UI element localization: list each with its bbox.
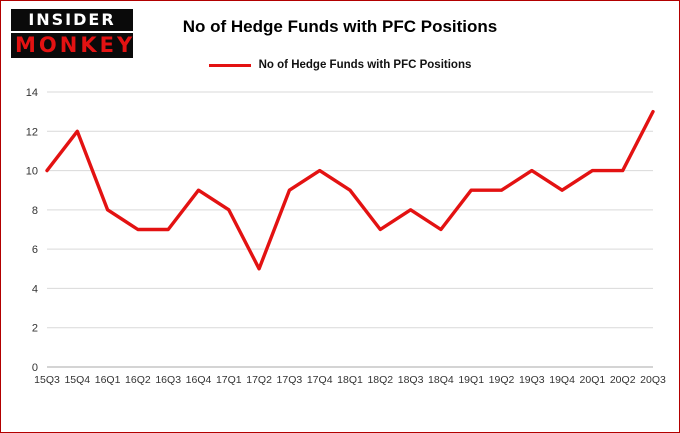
insider-monkey-logo: INSIDER MONKEY	[11, 9, 133, 58]
legend: No of Hedge Funds with PFC Positions	[1, 59, 679, 71]
x-tick-label: 19Q2	[489, 374, 515, 386]
line-chart: 0 2 4 6 8 10 12 14 15Q3 15Q4 16Q1 16Q2 16Q3 16Q4 17Q1 1…	[26, 87, 666, 386]
y-tick-label: 10	[26, 166, 38, 178]
x-tick-label: 16Q3	[155, 374, 181, 386]
x-tick-label: 18Q3	[398, 374, 424, 386]
logo-text-insider: INSIDER	[11, 9, 133, 31]
x-tick-label: 19Q3	[519, 374, 545, 386]
legend-line-swatch	[208, 63, 251, 67]
logo-text-monkey: MONKEY	[11, 33, 133, 58]
x-tick-label: 19Q1	[458, 374, 484, 386]
x-tick-label: 15Q3	[34, 374, 60, 386]
x-tick-label: 17Q3	[277, 374, 303, 386]
series-line	[45, 109, 655, 271]
x-tick-label: 20Q1	[580, 374, 606, 386]
x-tick-label: 16Q1	[95, 374, 121, 386]
y-tick-label: 0	[32, 362, 38, 374]
x-tick-label: 19Q4	[549, 374, 575, 386]
x-tick-label: 15Q4	[64, 374, 90, 386]
y-tick-label: 14	[26, 87, 38, 99]
legend-label: No of Hedge Funds with PFC Positions	[258, 59, 472, 71]
x-tick-label: 18Q2	[367, 374, 393, 386]
x-tick-label: 17Q2	[246, 374, 272, 386]
y-tick-label: 12	[26, 126, 38, 138]
x-tick-label: 18Q4	[428, 374, 454, 386]
page-title: No of Hedge Funds with PFC Positions	[182, 17, 498, 36]
x-tick-label: 20Q2	[610, 374, 636, 386]
x-tick-label: 18Q1	[337, 374, 363, 386]
y-tick-label: 2	[32, 323, 38, 335]
x-tick-label: 17Q1	[216, 374, 242, 386]
x-tick-label: 20Q3	[640, 374, 666, 386]
x-tick-label: 17Q4	[307, 374, 333, 386]
y-tick-label: 6	[32, 244, 38, 256]
x-tick-label: 16Q4	[186, 374, 212, 386]
y-tick-label: 4	[32, 283, 38, 295]
x-tick-label: 16Q2	[125, 374, 151, 386]
y-tick-label: 8	[32, 205, 38, 217]
